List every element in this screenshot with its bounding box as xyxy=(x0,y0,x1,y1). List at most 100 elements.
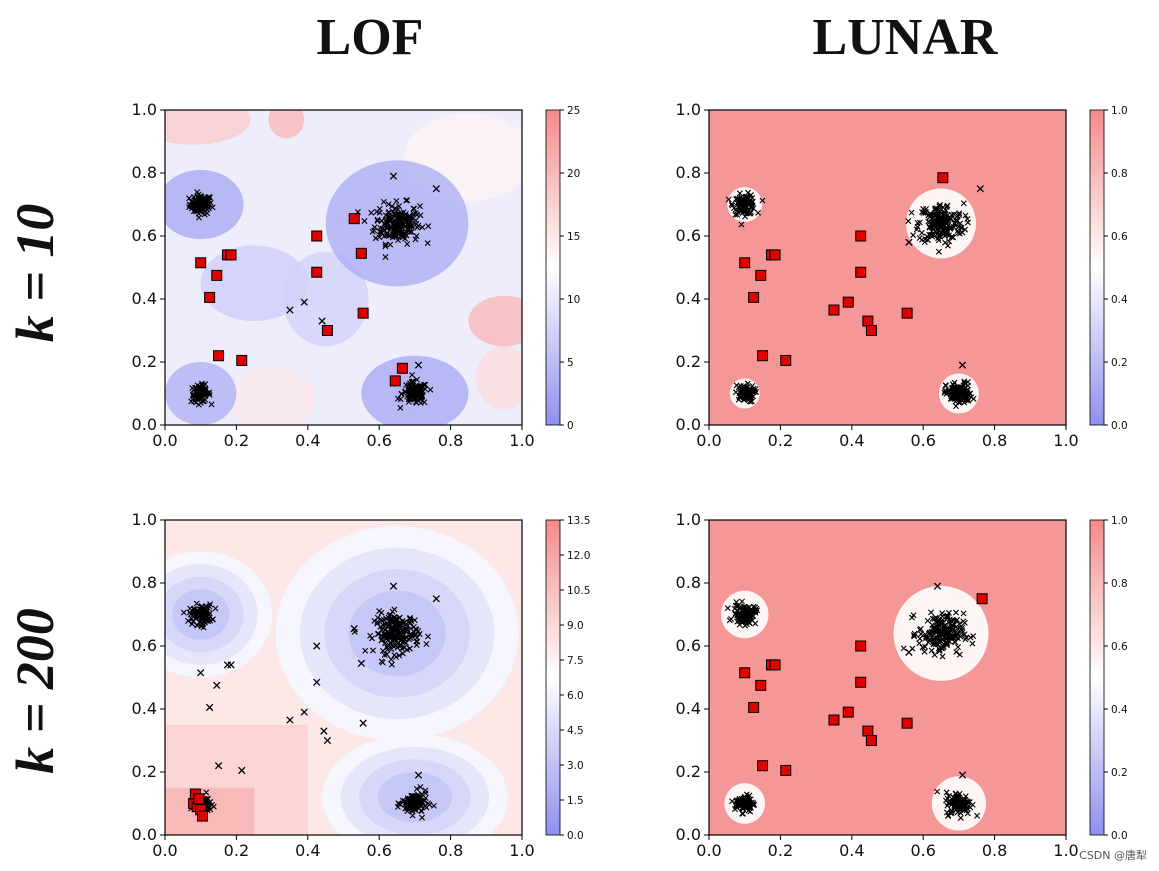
unflagged-point xyxy=(227,661,235,669)
inlier-point xyxy=(382,221,389,228)
inlier-point xyxy=(411,617,418,624)
inlier-point xyxy=(941,622,948,629)
colorbar-tick-label: 0.0 xyxy=(567,830,584,842)
inlier-point xyxy=(959,624,966,631)
colorbar-tick-label: 0.8 xyxy=(1111,578,1128,590)
inlier-point xyxy=(398,390,405,397)
inlier-point xyxy=(962,212,969,219)
inlier-point xyxy=(935,619,942,626)
inlier-point xyxy=(206,197,213,204)
inlier-point xyxy=(929,621,936,628)
inlier-point xyxy=(954,616,961,623)
flagged-outlier xyxy=(211,269,223,281)
score-field xyxy=(709,110,1066,425)
flagged-outlier xyxy=(348,213,360,225)
inlier-point xyxy=(413,233,420,240)
flagged-outlier xyxy=(748,291,760,303)
flagged-outlier xyxy=(937,172,949,184)
inlier-point xyxy=(956,384,963,391)
inlier-point xyxy=(736,801,743,808)
x-tick-label: 0.8 xyxy=(438,431,463,450)
inlier-point xyxy=(935,637,942,643)
flagged-points xyxy=(739,172,949,366)
inlier-point xyxy=(374,620,381,627)
inlier-point xyxy=(959,388,966,395)
inlier-point xyxy=(933,226,940,233)
inlier-point xyxy=(206,603,213,610)
inlier-point xyxy=(205,805,212,811)
inlier-point xyxy=(386,633,393,640)
inlier-point xyxy=(203,789,210,796)
colorbar-tick-label: 0.4 xyxy=(1111,704,1128,716)
flagged-points xyxy=(188,788,208,822)
inlier-point xyxy=(371,224,378,231)
inlier-point xyxy=(194,189,201,196)
inlier-point xyxy=(724,605,731,612)
inlier-point xyxy=(394,644,401,651)
inlier-point xyxy=(950,794,957,801)
flagged-outlier xyxy=(828,714,840,726)
inlier-point xyxy=(922,210,929,217)
inlier-point xyxy=(748,199,755,206)
colorbar-tick-label: 1.5 xyxy=(567,795,584,807)
unflagged-point xyxy=(958,361,967,369)
inlier-point xyxy=(744,800,751,807)
inlier-point xyxy=(951,211,958,218)
inlier-point xyxy=(190,386,197,393)
inlier-point xyxy=(752,609,759,616)
inlier-point xyxy=(928,647,935,654)
inlier-point xyxy=(940,630,947,637)
x-tick-label: 0.6 xyxy=(366,431,391,450)
plot-frame xyxy=(708,519,1067,836)
inlier-point xyxy=(406,636,413,643)
inlier-point xyxy=(930,217,937,224)
flagged-outlier xyxy=(901,717,913,729)
x-tick-label: 0.4 xyxy=(839,841,864,860)
inlier-point xyxy=(362,647,369,654)
score-contour xyxy=(165,110,522,425)
inlier-point xyxy=(935,248,942,255)
x-tick-label: 0.6 xyxy=(910,841,935,860)
inlier-point xyxy=(952,798,959,805)
inlier-point xyxy=(974,812,981,819)
inlier-point xyxy=(407,383,414,390)
inlier-point xyxy=(939,653,946,660)
inlier-point xyxy=(396,217,403,224)
inlier-point xyxy=(949,395,956,402)
unflagged-point xyxy=(286,716,294,724)
score-contour xyxy=(709,110,1066,425)
inlier-point xyxy=(382,622,389,629)
inlier-point xyxy=(199,197,206,204)
inlier-point xyxy=(398,224,405,231)
y-tick-label: 0.2 xyxy=(676,762,701,781)
flagged-points xyxy=(195,213,408,387)
colorbar-tick-label: 0.0 xyxy=(1111,830,1128,842)
inlier-point xyxy=(926,219,933,226)
flagged-outlier xyxy=(357,307,369,319)
inlier-point xyxy=(405,798,412,805)
inlier-point xyxy=(954,392,961,399)
x-tick-label: 0.8 xyxy=(982,431,1007,450)
unflagged-point xyxy=(389,582,398,590)
inlier-point xyxy=(941,388,948,395)
inlier-point xyxy=(967,390,973,397)
inlier-point xyxy=(196,613,203,620)
unflagged-point xyxy=(414,771,423,779)
inlier-point xyxy=(943,789,950,796)
inlier-point xyxy=(412,632,419,639)
colorbar-tick-label: 0.4 xyxy=(1111,294,1128,306)
inlier-point xyxy=(937,215,944,222)
inlier-points xyxy=(725,189,977,410)
inlier-point xyxy=(399,219,406,226)
inlier-point xyxy=(911,633,918,640)
plot-frame xyxy=(164,519,523,836)
inlier-point xyxy=(385,201,392,208)
unflagged-point xyxy=(300,298,308,306)
flagged-outlier xyxy=(757,350,769,362)
flagged-outlier xyxy=(842,706,854,718)
inlier-point xyxy=(746,210,753,217)
inlier-point xyxy=(950,381,957,388)
colorbar-tick-label: 3.0 xyxy=(567,760,584,772)
inlier-point xyxy=(400,638,407,645)
y-tick-label: 1.0 xyxy=(676,100,701,119)
